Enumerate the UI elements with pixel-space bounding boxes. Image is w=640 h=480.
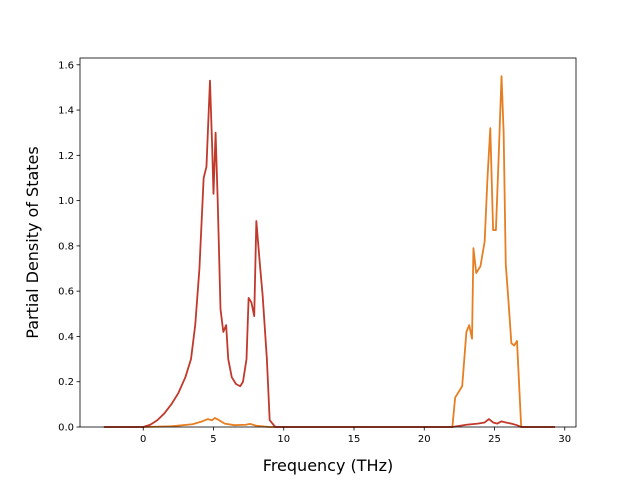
y-tick-label: 1.2 <box>58 151 74 162</box>
series-layer <box>103 75 555 428</box>
x-tick-label: 15 <box>348 434 361 445</box>
y-tick-label: 0.6 <box>58 287 74 298</box>
y-tick-label: 0.2 <box>58 377 74 388</box>
y-tick-label: 0.4 <box>58 332 74 343</box>
y-tick-label: 1.0 <box>58 196 74 207</box>
x-tick-label: 0 <box>140 434 146 445</box>
x-axis-label: Frequency (THz) <box>263 456 393 475</box>
plot-frame <box>79 57 577 428</box>
x-axis: 0 5 10 15 20 25 30 <box>140 427 571 445</box>
y-axis-label: Partial Density of States <box>23 146 42 338</box>
y-tick-label: 0.0 <box>58 423 74 434</box>
y-tick-label: 0.8 <box>58 241 74 252</box>
y-tick-label: 1.4 <box>58 106 74 117</box>
series-line-1 <box>103 75 555 428</box>
y-tick-label: 1.6 <box>58 60 74 71</box>
series-line-2 <box>103 79 555 428</box>
x-tick-label: 10 <box>277 434 290 445</box>
x-tick-label: 20 <box>418 434 431 445</box>
x-tick-label: 5 <box>210 434 216 445</box>
y-axis: 0.0 0.2 0.4 0.6 0.8 1.0 1.2 1.4 1.6 <box>58 60 80 434</box>
x-tick-label: 25 <box>488 434 501 445</box>
x-tick-label: 30 <box>558 434 571 445</box>
